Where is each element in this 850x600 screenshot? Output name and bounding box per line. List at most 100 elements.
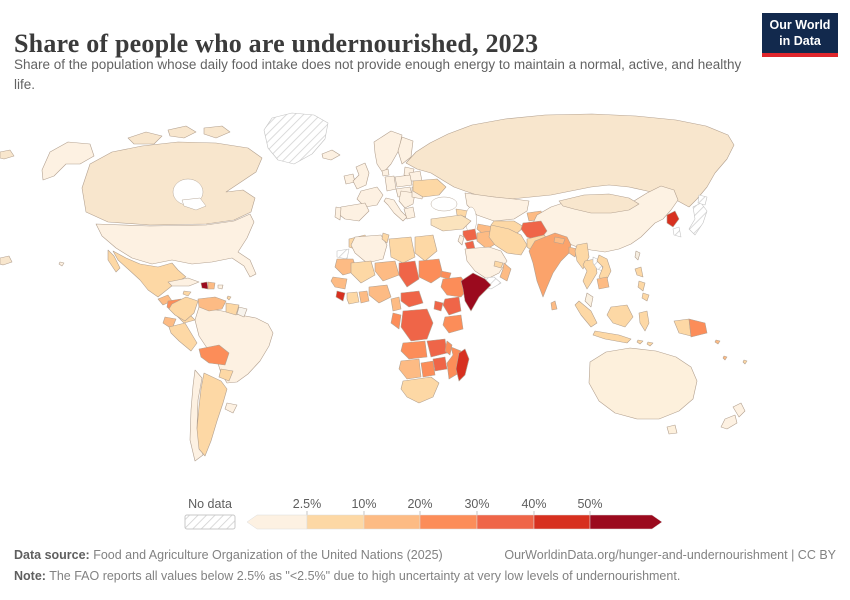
- country-greece[interactable]: [403, 206, 416, 220]
- legend-bin-2[interactable]: [306, 514, 365, 530]
- legend-bin-6[interactable]: [533, 514, 591, 530]
- legend-bin-7[interactable]: [589, 514, 663, 530]
- country-chile[interactable]: [189, 369, 204, 462]
- country-philippines[interactable]: [637, 280, 646, 292]
- country-canada[interactable]: [81, 141, 263, 226]
- country-russia[interactable]: [405, 113, 735, 208]
- country-libya[interactable]: [388, 236, 416, 264]
- no-data-swatch[interactable]: [184, 514, 236, 530]
- country-russia-edge[interactable]: [0, 255, 13, 266]
- country-indonesia-lesser-sunda[interactable]: [646, 341, 654, 347]
- country-niger[interactable]: [374, 260, 400, 282]
- country-lesser-antilles[interactable]: [226, 295, 232, 301]
- country-algeria[interactable]: [350, 234, 388, 264]
- country-syria[interactable]: [462, 228, 478, 242]
- country-argentina[interactable]: [196, 372, 228, 457]
- country-indonesia-sulawesi[interactable]: [638, 310, 650, 332]
- country-north-korea[interactable]: [666, 210, 680, 228]
- country-congo-gabon[interactable]: [390, 312, 402, 330]
- country-indonesia-papua[interactable]: [673, 318, 692, 337]
- country-new-zealand[interactable]: [720, 414, 738, 430]
- country-tunisia[interactable]: [381, 232, 390, 244]
- country-jordan[interactable]: [464, 240, 476, 250]
- country-ghana[interactable]: [358, 290, 370, 304]
- country-botswana[interactable]: [420, 360, 436, 378]
- country-canada-arctic[interactable]: [203, 125, 231, 139]
- country-zimbabwe[interactable]: [432, 356, 448, 372]
- country-papua-new-guinea[interactable]: [688, 318, 708, 338]
- country-indonesia-lesser-sunda[interactable]: [636, 339, 644, 345]
- country-usa[interactable]: [95, 213, 257, 278]
- country-australia[interactable]: [588, 347, 698, 420]
- country-poland[interactable]: [394, 174, 413, 188]
- country-western-sahara[interactable]: [336, 248, 350, 260]
- country-canada-arctic[interactable]: [127, 131, 163, 145]
- country-norway-sweden[interactable]: [373, 130, 403, 174]
- country-chad[interactable]: [398, 260, 420, 288]
- country-uruguay[interactable]: [224, 402, 238, 414]
- country-kenya[interactable]: [442, 296, 462, 316]
- country-sri-lanka[interactable]: [550, 300, 558, 311]
- country-philippines[interactable]: [641, 292, 650, 302]
- country-fiji[interactable]: [742, 359, 748, 365]
- country-saudi-arabia[interactable]: [464, 246, 508, 280]
- country-angola[interactable]: [400, 340, 428, 360]
- country-mongolia[interactable]: [558, 193, 640, 214]
- country-cuba[interactable]: [167, 277, 200, 287]
- country-french-guiana[interactable]: [236, 306, 248, 318]
- country-malaysia[interactable]: [584, 292, 594, 308]
- country-spain[interactable]: [336, 202, 370, 222]
- country-sierra-leone-liberia[interactable]: [335, 290, 346, 302]
- country-solomon-islands[interactable]: [714, 339, 721, 345]
- country-italy[interactable]: [383, 197, 408, 222]
- country-new-zealand[interactable]: [732, 402, 746, 418]
- country-turkey[interactable]: [430, 214, 472, 232]
- country-germany[interactable]: [384, 175, 397, 192]
- country-vanuatu[interactable]: [722, 355, 728, 361]
- country-haiti[interactable]: [200, 281, 209, 290]
- country-greenland[interactable]: [263, 112, 329, 165]
- country-bolivia[interactable]: [198, 344, 230, 366]
- owid-logo[interactable]: Our World in Data: [762, 13, 838, 58]
- country-japan-hokkaido[interactable]: [697, 194, 708, 206]
- legend-bin-4[interactable]: [419, 514, 478, 530]
- country-usa-hawaii[interactable]: [58, 261, 65, 267]
- country-oman[interactable]: [499, 262, 512, 282]
- country-central-african-republic[interactable]: [400, 290, 424, 308]
- country-eritrea[interactable]: [440, 270, 452, 280]
- country-malawi[interactable]: [444, 340, 453, 356]
- country-uk[interactable]: [352, 162, 370, 190]
- legend-bin-3[interactable]: [363, 514, 421, 530]
- country-denmark[interactable]: [381, 168, 390, 177]
- country-finland[interactable]: [397, 136, 414, 165]
- country-indonesia-borneo[interactable]: [606, 304, 634, 328]
- country-ukraine[interactable]: [412, 178, 447, 198]
- country-dr-congo[interactable]: [400, 308, 434, 342]
- country-cameroon[interactable]: [390, 296, 402, 312]
- country-france[interactable]: [356, 186, 384, 208]
- country-mexico-baja[interactable]: [107, 249, 121, 273]
- country-lebanon-israel[interactable]: [457, 234, 465, 246]
- country-mali[interactable]: [350, 260, 376, 284]
- country-south-korea[interactable]: [672, 226, 682, 238]
- country-namibia[interactable]: [398, 358, 422, 380]
- country-india[interactable]: [528, 232, 572, 298]
- country-puerto-rico[interactable]: [217, 284, 224, 290]
- country-iceland[interactable]: [321, 149, 341, 161]
- country-iran[interactable]: [488, 224, 528, 256]
- country-nigeria[interactable]: [368, 284, 392, 304]
- country-usa-alaska[interactable]: [41, 141, 95, 181]
- country-canada-arctic[interactable]: [167, 125, 197, 139]
- country-uae[interactable]: [493, 260, 504, 269]
- country-cambodia[interactable]: [596, 276, 610, 290]
- country-dominican-republic[interactable]: [207, 281, 216, 290]
- country-somalia[interactable]: [460, 272, 492, 312]
- country-peru[interactable]: [168, 322, 198, 352]
- country-south-africa[interactable]: [400, 376, 440, 404]
- country-zambia[interactable]: [426, 338, 448, 358]
- country-sudan[interactable]: [418, 258, 444, 284]
- country-russia-edge[interactable]: [0, 149, 15, 160]
- country-ivory-coast[interactable]: [346, 291, 360, 305]
- country-indonesia-java[interactable]: [592, 330, 632, 344]
- country-egypt[interactable]: [414, 234, 438, 262]
